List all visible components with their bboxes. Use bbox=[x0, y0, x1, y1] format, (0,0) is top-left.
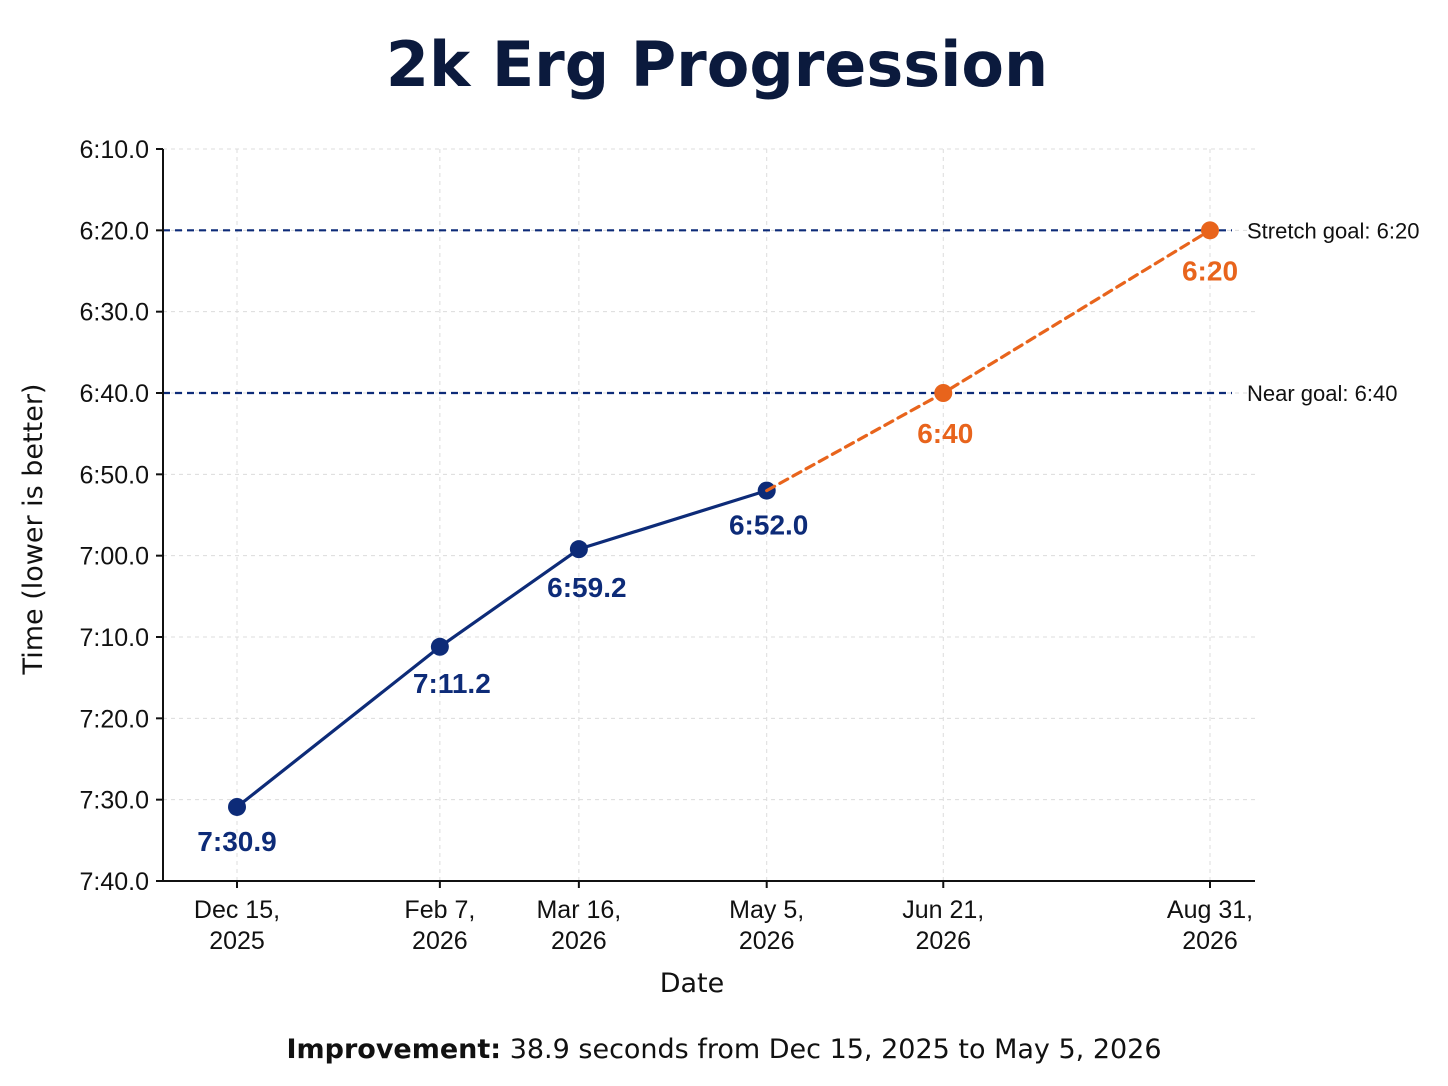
x-tick-label-line1: Jun 21, bbox=[902, 896, 984, 924]
x-tick-label-line1: Feb 7, bbox=[404, 896, 475, 924]
y-tick-label: 6:40.0 bbox=[79, 380, 149, 408]
chart-title: 2k Erg Progression bbox=[386, 28, 1048, 101]
y-tick-label: 6:10.0 bbox=[79, 136, 149, 164]
y-tick-label: 7:10.0 bbox=[79, 624, 149, 652]
data-label: 6:20 bbox=[1182, 255, 1238, 286]
x-tick-label-line2: 2026 bbox=[915, 927, 971, 955]
y-tick-label: 7:30.0 bbox=[79, 787, 149, 815]
x-tick-label-line1: Dec 15, bbox=[194, 896, 280, 924]
x-tick-label-line2: 2026 bbox=[551, 927, 607, 955]
projection-line bbox=[765, 228, 1212, 493]
x-tick-label-line2: 2026 bbox=[739, 927, 795, 955]
x-tick-label-line2: 2026 bbox=[1182, 927, 1238, 955]
data-point bbox=[430, 637, 449, 656]
data-label: 6:59.2 bbox=[547, 572, 626, 603]
data-label: 7:11.2 bbox=[413, 668, 491, 699]
grid bbox=[163, 148, 1255, 882]
x-tick-label-line2: 2025 bbox=[209, 927, 265, 955]
x-axis-title: Date bbox=[660, 968, 725, 999]
data-label: 6:52.0 bbox=[729, 510, 808, 541]
x-tick-label-line1: May 5, bbox=[729, 896, 804, 924]
y-tick-label: 7:40.0 bbox=[79, 868, 149, 896]
y-tick-label: 7:20.0 bbox=[79, 705, 149, 733]
data-point bbox=[569, 540, 588, 559]
y-axis-title: Time (lower is better) bbox=[18, 384, 49, 676]
data-label: 7:30.9 bbox=[197, 826, 276, 857]
projection-point bbox=[934, 384, 953, 402]
data-labels: 7:30.9 7:11.2 6:59.2 6:52.0 6:40 6:20 bbox=[197, 255, 1238, 857]
actual-line bbox=[235, 489, 769, 809]
footnote-bold: Improvement: bbox=[286, 1034, 501, 1065]
goal-label: Stretch goal: 6:20 bbox=[1247, 218, 1419, 243]
axes: 6:10.0 6:20.0 6:30.0 6:40.0 6:50.0 7:00.0 7:10… bbox=[79, 136, 1255, 955]
reference-lines: Stretch goal: 6:20 Near goal: 6:40 bbox=[163, 218, 1419, 406]
x-tick-label-line1: Mar 16, bbox=[536, 896, 621, 924]
y-tick-label: 6:50.0 bbox=[79, 461, 149, 489]
x-tick-label-line2: 2026 bbox=[412, 927, 468, 955]
y-tick-label: 6:30.0 bbox=[79, 299, 149, 327]
data-point bbox=[228, 797, 246, 816]
footnote: Improvement: 38.9 seconds from Dec 15, 2… bbox=[286, 1034, 1161, 1065]
y-tick-label: 6:20.0 bbox=[79, 217, 149, 245]
x-tick-label-line1: Aug 31, bbox=[1167, 896, 1253, 924]
y-tick-label: 7:00.0 bbox=[79, 543, 149, 571]
footnote-text: 38.9 seconds from Dec 15, 2025 to May 5,… bbox=[501, 1034, 1161, 1065]
projection-point bbox=[1201, 221, 1219, 240]
data-label: 6:40 bbox=[917, 418, 973, 449]
series bbox=[228, 221, 1219, 816]
goal-label: Near goal: 6:40 bbox=[1247, 381, 1397, 406]
